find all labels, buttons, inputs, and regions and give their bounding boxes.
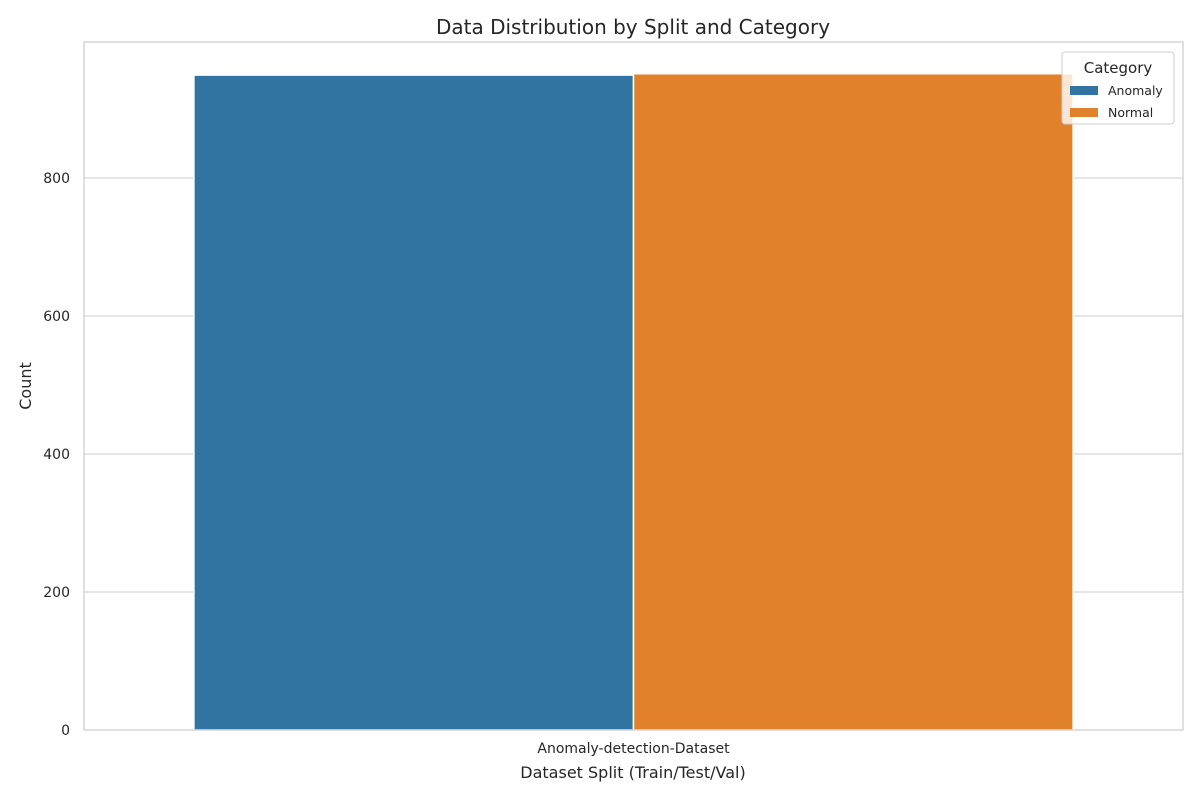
- legend-label-anomaly: Anomaly: [1108, 83, 1163, 98]
- y-tick-label: 0: [61, 723, 70, 739]
- bar-normal: [632, 72, 1074, 731]
- y-tick-label: 400: [43, 447, 70, 463]
- legend-title: Category: [1084, 59, 1153, 77]
- y-tick-label: 600: [43, 309, 70, 325]
- plot-frame: [83, 41, 1184, 731]
- bars: [193, 72, 1074, 731]
- legend-box: [1061, 51, 1175, 125]
- y-axis-ticks: 0 200 400 600 800: [43, 171, 70, 739]
- x-tick-label: Anomaly-detection-Dataset: [537, 741, 730, 757]
- y-tick-label: 200: [43, 585, 70, 601]
- y-axis-label: Count: [16, 362, 35, 410]
- legend: Category Anomaly Normal: [1061, 51, 1175, 125]
- x-axis-label: Dataset Split (Train/Test/Val): [520, 763, 745, 782]
- legend-swatch-anomaly: [1070, 86, 1098, 95]
- legend-swatch-normal: [1070, 108, 1098, 117]
- bar-anomaly: [193, 74, 635, 731]
- legend-label-normal: Normal: [1108, 105, 1153, 120]
- chart-title: Data Distribution by Split and Category: [436, 15, 830, 39]
- y-tick-label: 800: [43, 171, 70, 187]
- x-axis-ticks: Anomaly-detection-Dataset: [537, 741, 730, 757]
